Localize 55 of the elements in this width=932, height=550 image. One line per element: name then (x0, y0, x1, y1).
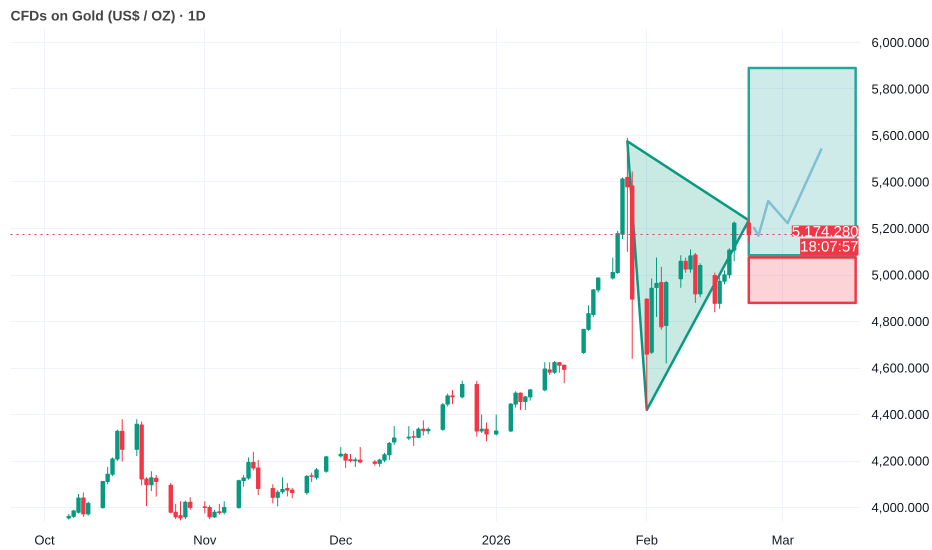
candlestick (678, 254, 683, 288)
candlestick (309, 472, 314, 482)
candlestick (421, 420, 426, 436)
y-tick-label: 6,000.000 (872, 34, 930, 50)
candlestick (222, 500, 226, 516)
candlestick (547, 362, 552, 376)
chart-title: CFDs on Gold (US$ / OZ) · 1D (10, 8, 206, 24)
x-tick-label: Feb (636, 532, 658, 548)
candlestick (270, 484, 275, 504)
candlestick (450, 390, 455, 405)
candlestick (358, 446, 362, 464)
y-tick-label: 5,200.000 (872, 220, 930, 236)
candlestick (460, 380, 464, 399)
candlestick (479, 414, 484, 434)
candlestick (392, 426, 396, 446)
candlestick (542, 362, 547, 392)
y-tick-label: 4,800.000 (872, 314, 930, 330)
x-tick-label: 2026 (482, 532, 511, 548)
candlestick (654, 257, 659, 318)
candlestick (683, 257, 688, 274)
candlestick (324, 455, 328, 474)
candlestick (81, 492, 86, 518)
x-tick-label: Oct (34, 532, 55, 548)
y-tick-label: 5,800.000 (872, 81, 930, 96)
annotation: 18:07:57 (800, 238, 858, 256)
candlestick (217, 503, 222, 516)
candlestick (149, 470, 154, 492)
candlestick (86, 501, 90, 516)
candlestick (120, 418, 124, 462)
y-tick-label: 5,600.000 (872, 128, 930, 143)
y-tick-label: 4,400.000 (872, 407, 930, 422)
x-tick-label: Mar (772, 532, 795, 548)
candlestick (445, 393, 450, 407)
candlestick (338, 446, 343, 458)
candlestick (304, 474, 309, 496)
candlestick (406, 426, 411, 441)
candlestick (154, 474, 158, 498)
candlestick (494, 414, 498, 436)
candlestick (188, 496, 192, 510)
candlestick (411, 430, 416, 446)
y-tick-label: 4,000.000 (872, 500, 930, 516)
candlestick (552, 360, 557, 374)
y-tick-label: 4,200.000 (872, 454, 930, 469)
ref-line-label: 5,174.280 (792, 223, 859, 240)
candlestick (353, 457, 358, 468)
y-tick-label: 5,400.000 (872, 174, 930, 190)
candlestick (484, 422, 489, 442)
y-tick-label: 5,000.000 (872, 268, 930, 282)
candlestick (518, 392, 523, 410)
candlestick (314, 468, 319, 480)
candlestick (688, 248, 693, 274)
candlestick (183, 500, 188, 520)
y-tick-label: 4,600.000 (872, 360, 930, 376)
x-tick-label: Dec (329, 532, 353, 548)
x-tick-label: Nov (193, 532, 217, 548)
